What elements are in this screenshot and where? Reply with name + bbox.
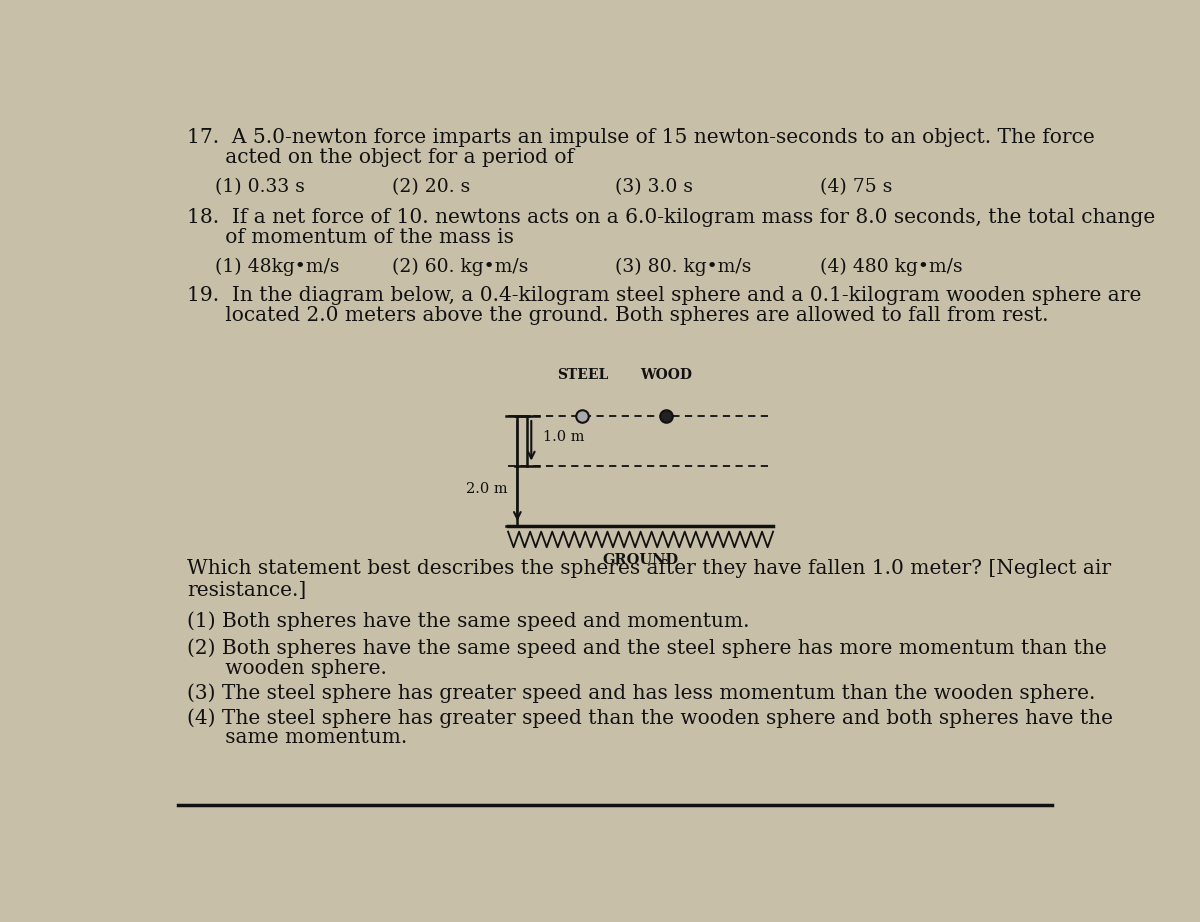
Text: (4) 75 s: (4) 75 s (820, 178, 892, 196)
Text: 2.0 m: 2.0 m (467, 481, 508, 496)
Text: (3) The steel sphere has greater speed and has less momentum than the wooden sph: (3) The steel sphere has greater speed a… (187, 683, 1096, 703)
Text: Which statement best describes the spheres after they have fallen 1.0 meter? [Ne: Which statement best describes the spher… (187, 560, 1111, 578)
Text: (4) The steel sphere has greater speed than the wooden sphere and both spheres h: (4) The steel sphere has greater speed t… (187, 708, 1114, 728)
Text: resistance.]: resistance.] (187, 581, 306, 599)
Text: 18.  If a net force of 10. newtons acts on a 6.0-kilogram mass for 8.0 seconds, : 18. If a net force of 10. newtons acts o… (187, 207, 1156, 227)
Text: located 2.0 meters above the ground. Both spheres are allowed to fall from rest.: located 2.0 meters above the ground. Bot… (187, 306, 1049, 325)
Text: (4) 480 kg•m/s: (4) 480 kg•m/s (820, 257, 962, 276)
Text: 17.  A 5.0-newton force imparts an impulse of 15 newton-seconds to an object. Th: 17. A 5.0-newton force imparts an impuls… (187, 128, 1094, 148)
Text: 19.  In the diagram below, a 0.4-kilogram steel sphere and a 0.1-kilogram wooden: 19. In the diagram below, a 0.4-kilogram… (187, 286, 1141, 305)
Text: WOOD: WOOD (640, 368, 692, 382)
Text: (1) Both spheres have the same speed and momentum.: (1) Both spheres have the same speed and… (187, 611, 750, 631)
Text: (2) 60. kg•m/s: (2) 60. kg•m/s (391, 257, 528, 276)
Text: (2) Both spheres have the same speed and the steel sphere has more momentum than: (2) Both spheres have the same speed and… (187, 639, 1106, 658)
Text: same momentum.: same momentum. (187, 728, 408, 748)
Text: (1) 0.33 s: (1) 0.33 s (215, 178, 305, 196)
Text: STEEL: STEEL (557, 368, 608, 382)
Text: GROUND: GROUND (602, 553, 679, 567)
Text: (3) 80. kg•m/s: (3) 80. kg•m/s (616, 257, 751, 276)
Text: of momentum of the mass is: of momentum of the mass is (187, 228, 514, 247)
Text: 1.0 m: 1.0 m (544, 431, 584, 444)
Text: (1) 48kg•m/s: (1) 48kg•m/s (215, 257, 340, 276)
Text: wooden sphere.: wooden sphere. (187, 658, 388, 678)
Text: (2) 20. s: (2) 20. s (391, 178, 470, 196)
Text: (3) 3.0 s: (3) 3.0 s (616, 178, 694, 196)
Text: acted on the object for a period of: acted on the object for a period of (187, 148, 575, 167)
